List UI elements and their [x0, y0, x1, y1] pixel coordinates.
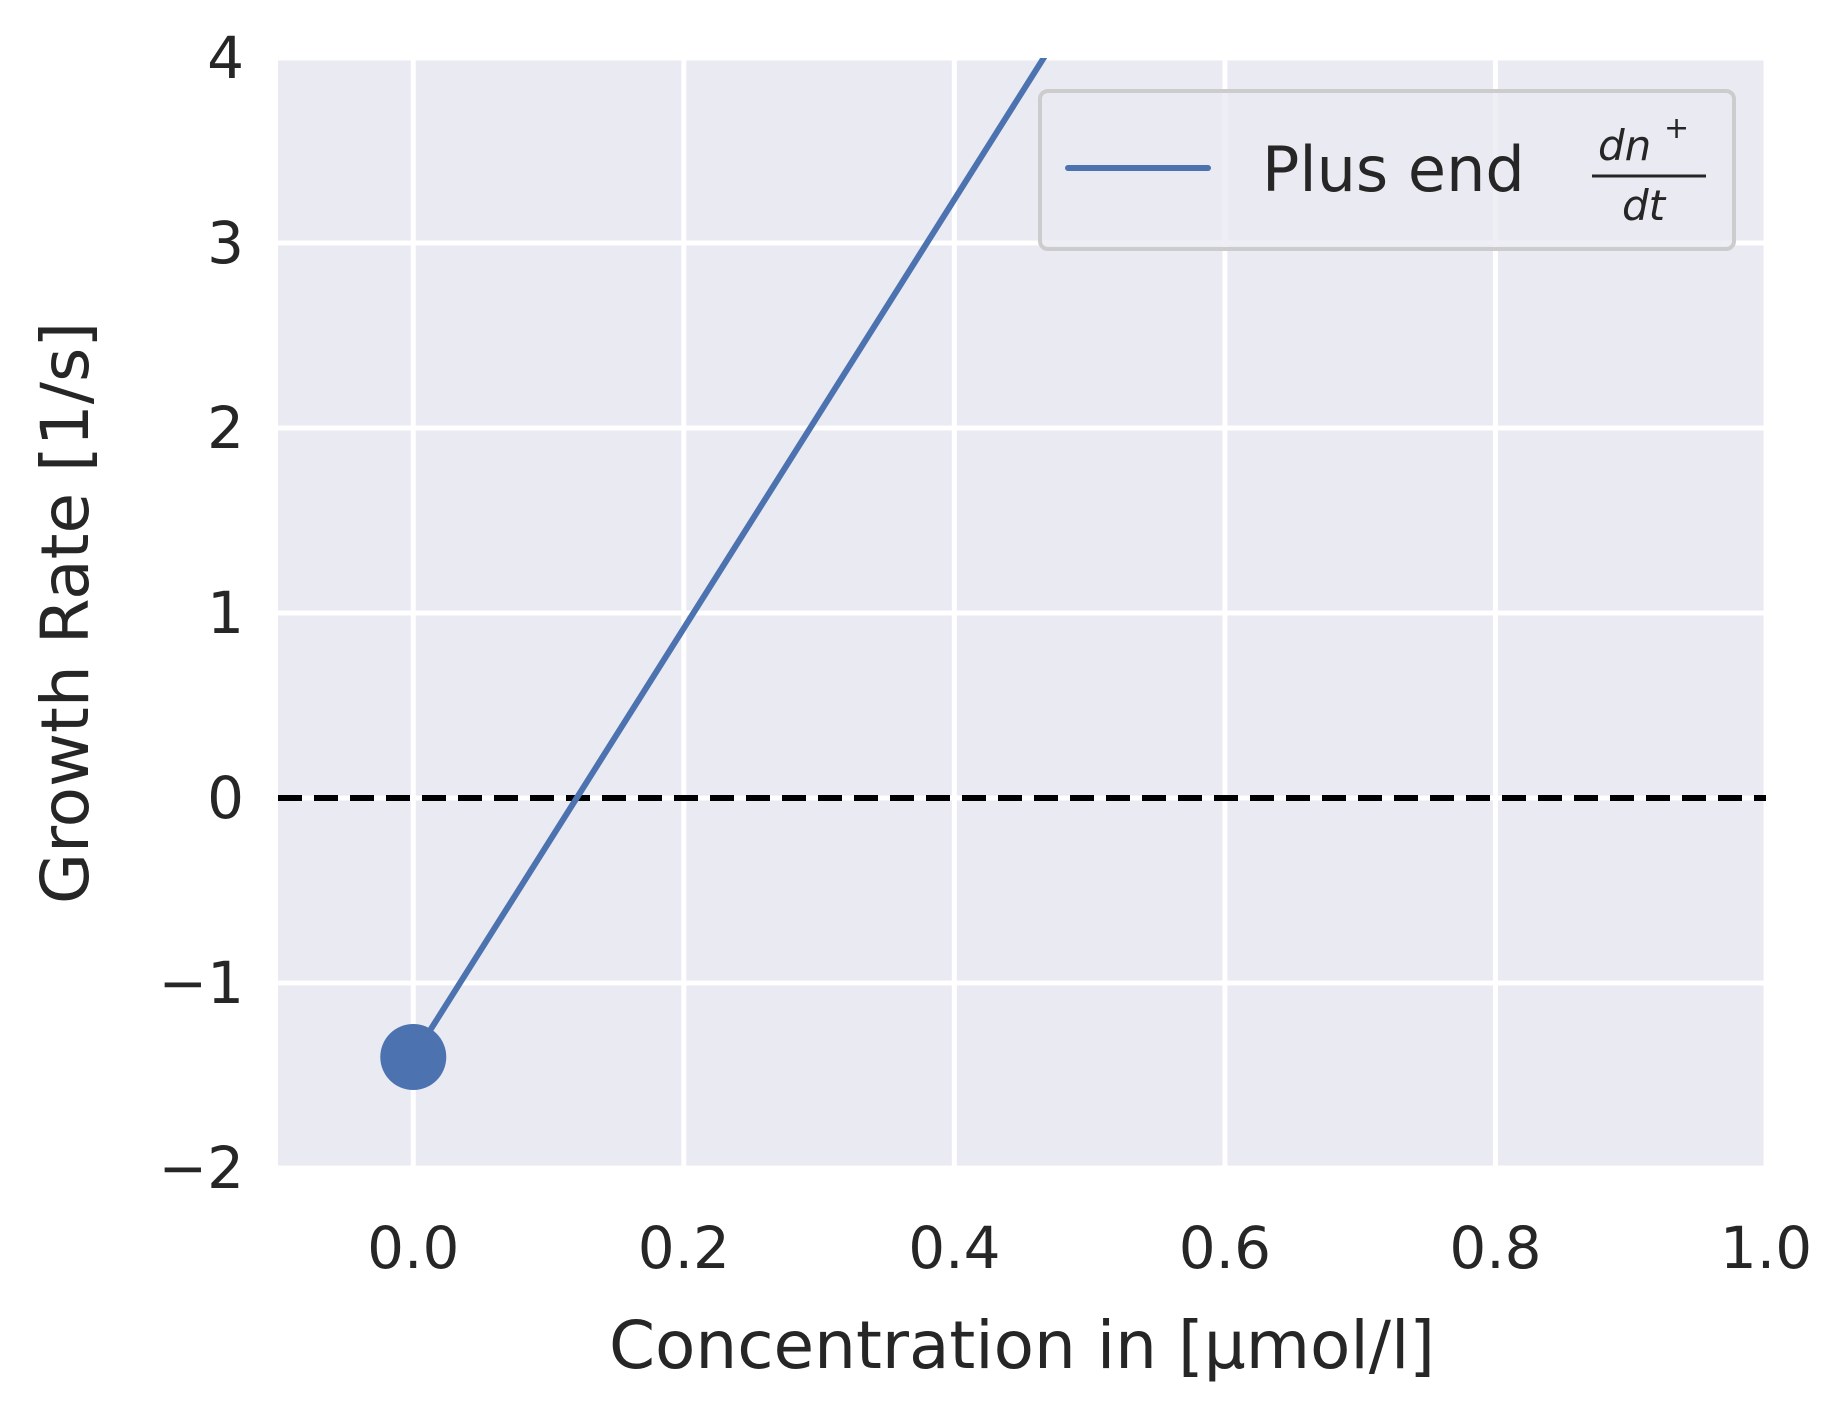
y-tick-label: 4 [207, 24, 244, 92]
x-tick-label: 0.2 [638, 1214, 730, 1282]
y-tick-label: 1 [207, 579, 244, 647]
x-tick-label: 1.0 [1720, 1214, 1812, 1282]
start-point-marker [380, 1024, 447, 1090]
x-tick-label: 0.8 [1449, 1214, 1541, 1282]
x-axis-label: Concentration in [μmol/l] [609, 1307, 1435, 1384]
legend-derivative-math: dn + dt [1592, 111, 1706, 230]
y-tick-label: −1 [159, 949, 245, 1017]
y-tick-labels: −2 −1 0 1 2 3 4 [159, 24, 245, 1202]
y-tick-label: −2 [159, 1134, 245, 1202]
legend-label: Plus end [1262, 133, 1525, 206]
x-tick-label: 0.0 [367, 1214, 459, 1282]
grid-lines [278, 55, 1769, 1171]
y-axis-label: Growth Rate [1/s] [27, 322, 104, 904]
y-tick-label: 0 [207, 764, 244, 832]
x-tick-labels: 0.0 0.2 0.4 0.6 0.8 1.0 [367, 1214, 1812, 1282]
x-tick-label: 0.4 [908, 1214, 1000, 1282]
legend-box [1038, 89, 1736, 251]
legend-math-numerator: dn [1598, 121, 1651, 170]
legend: Plus end dn + dt [1038, 89, 1736, 251]
y-tick-label: 3 [207, 209, 244, 277]
y-tick-label: 2 [207, 394, 244, 462]
series-line-plus-end [409, 58, 1048, 1062]
x-tick-label: 0.6 [1179, 1214, 1271, 1282]
legend-math-denominator: dt [1622, 181, 1667, 230]
legend-math-superscript: + [1664, 111, 1689, 146]
series-layer [380, 58, 1048, 1090]
